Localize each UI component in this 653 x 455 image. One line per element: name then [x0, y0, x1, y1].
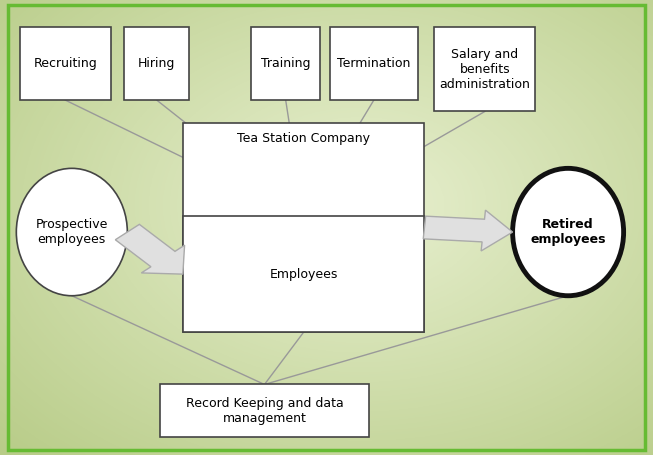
Text: Prospective
employees: Prospective employees	[36, 218, 108, 246]
Bar	[251, 27, 320, 100]
Text: Termination: Termination	[337, 57, 411, 70]
Bar	[183, 123, 424, 332]
Text: Recruiting: Recruiting	[33, 57, 97, 70]
Text: Training: Training	[261, 57, 310, 70]
Ellipse shape	[513, 168, 624, 296]
Bar	[434, 27, 535, 111]
Bar	[124, 27, 189, 100]
Text: Record Keeping and data
management: Record Keeping and data management	[185, 397, 343, 425]
Text: Hiring: Hiring	[138, 57, 176, 70]
Text: Tea Station Company: Tea Station Company	[237, 132, 370, 145]
Polygon shape	[423, 210, 513, 251]
Bar	[20, 27, 111, 100]
Ellipse shape	[16, 168, 127, 296]
Text: Retired
employees: Retired employees	[530, 218, 606, 246]
Text: Salary and
benefits
administration: Salary and benefits administration	[439, 48, 530, 91]
Bar	[183, 216, 424, 332]
Text: Employees: Employees	[270, 268, 338, 281]
Bar	[160, 384, 369, 437]
Bar	[330, 27, 418, 100]
Polygon shape	[116, 224, 185, 274]
